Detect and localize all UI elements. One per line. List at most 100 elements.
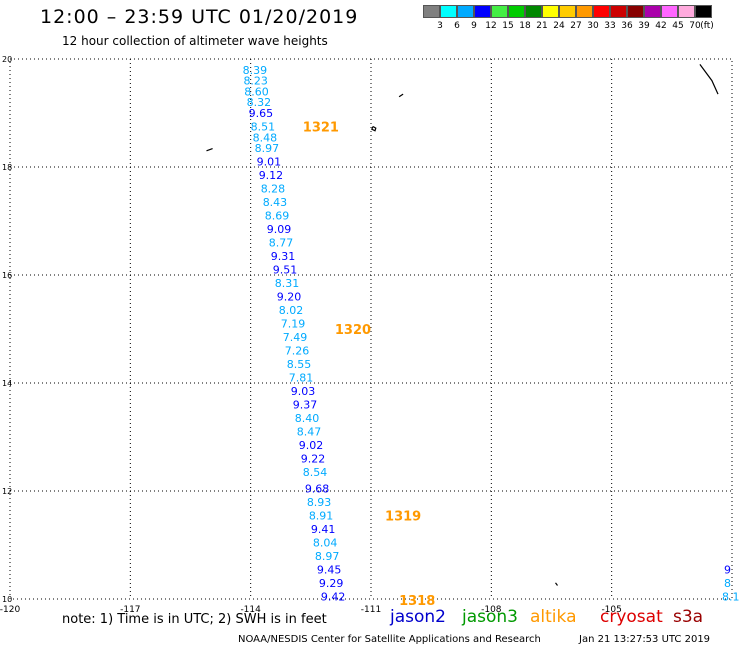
swh-value-label: 9.51 <box>273 264 298 277</box>
color-scale-label: 6 <box>454 21 460 31</box>
color-scale-label: 33 <box>604 21 616 31</box>
swh-value-label: 8.97 <box>315 550 340 563</box>
color-scale-bar <box>423 5 712 18</box>
color-swatch <box>474 5 491 18</box>
swh-value-label: 9.20 <box>277 291 302 304</box>
swh-value-label: 8.32 <box>247 96 272 109</box>
swh-value-label: 9.41 <box>311 523 336 536</box>
credit-line: NOAA/NESDIS Center for Satellite Applica… <box>238 634 541 645</box>
swh-value-label: 8.31 <box>275 277 300 290</box>
color-scale-label: 3 <box>437 21 443 31</box>
color-swatch <box>457 5 474 18</box>
swh-value-label: 9.03 <box>291 385 316 398</box>
pass-time-label: 1318 <box>399 594 435 609</box>
generation-timestamp: Jan 21 13:27:53 UTC 2019 <box>579 634 711 645</box>
longitude-tick-label: -108 <box>481 605 502 615</box>
color-scale-label: 9 <box>471 21 477 31</box>
mission-legend-altika: altika <box>530 607 577 627</box>
color-swatch <box>525 5 542 18</box>
longitude-tick-label: -114 <box>240 605 261 615</box>
pass-time-label: 1319 <box>385 509 421 524</box>
swh-value-label: 9.65 <box>249 107 274 120</box>
swh-value-label: 7.81 <box>289 372 314 385</box>
swh-value-label: 7.49 <box>283 331 308 344</box>
coastline <box>398 93 404 98</box>
color-swatch <box>559 5 576 18</box>
swh-value-label: 8.40 <box>295 412 320 425</box>
color-swatch <box>576 5 593 18</box>
color-scale-label: 42 <box>655 21 667 31</box>
swh-value-label: 9.29 <box>319 577 344 590</box>
pass-time-label: 1321 <box>303 121 339 136</box>
longitude-tick-label: -105 <box>601 605 621 615</box>
swh-value-label: 8.1 <box>722 590 740 603</box>
color-swatch <box>678 5 695 18</box>
color-scale-label: (ft) <box>700 21 714 31</box>
units-note: note: 1) Time is in UTC; 2) SWH is in fe… <box>62 612 327 627</box>
swh-value-label: 8.47 <box>297 426 322 439</box>
coastline <box>555 582 558 586</box>
coastline <box>206 148 213 152</box>
color-swatch <box>508 5 525 18</box>
swh-value-label: 9.45 <box>317 563 342 576</box>
swh-value-label: 8.77 <box>269 237 294 250</box>
color-swatch <box>593 5 610 18</box>
map-title: 12:00 – 23:59 UTC 01/20/2019 <box>40 6 359 28</box>
color-swatch <box>661 5 678 18</box>
swh-value-label: 8.91 <box>309 509 334 522</box>
latitude-tick-label: 20 <box>2 55 12 64</box>
map-frame <box>9 58 733 600</box>
swh-value-label: 8.60 <box>244 85 269 98</box>
color-swatch <box>542 5 559 18</box>
swh-value-label: 9.12 <box>259 169 284 182</box>
color-scale-label: 27 <box>570 21 582 31</box>
swh-value-label: 9 <box>724 563 731 576</box>
coastline <box>699 64 719 95</box>
map-subtitle: 12 hour collection of altimeter wave hei… <box>62 34 328 48</box>
color-swatch <box>491 5 508 18</box>
swh-value-label: 8.48 <box>253 131 278 144</box>
color-scale-label: 18 <box>519 21 531 31</box>
swh-value-label: 8.51 <box>251 121 276 134</box>
color-swatch <box>644 5 661 18</box>
color-swatch <box>627 5 644 18</box>
color-scale-label: 39 <box>638 21 650 31</box>
latitude-tick-label: 16 <box>2 271 12 280</box>
coastline <box>371 125 377 132</box>
swh-value-label: 8.69 <box>265 210 290 223</box>
color-scale-label: 45 <box>672 21 684 31</box>
color-swatch <box>695 5 712 18</box>
latitude-tick-label: 14 <box>2 379 12 388</box>
latitude-tick-label: 18 <box>2 163 12 172</box>
swh-value-label: 8.02 <box>279 304 304 317</box>
mission-legend-jason2: jason2 <box>390 607 446 627</box>
color-swatch <box>423 5 440 18</box>
mission-legend-jason3: jason3 <box>462 607 518 627</box>
longitude-tick-label: -117 <box>120 605 140 615</box>
swh-value-label: 8.04 <box>313 536 338 549</box>
swh-value-label: 8.43 <box>263 196 288 209</box>
color-scale-label: 70 <box>689 21 701 31</box>
pass-time-label: 1320 <box>335 323 371 338</box>
swh-value-label: 8.28 <box>261 183 286 196</box>
color-swatch <box>440 5 457 18</box>
swh-value-label: 7.26 <box>285 345 310 358</box>
swh-value-label: 9.37 <box>293 399 318 412</box>
longitude-tick-label: -111 <box>361 605 381 615</box>
color-scale-label: 12 <box>485 21 497 31</box>
swh-value-label: 9.09 <box>267 223 292 236</box>
swh-value-label: 9.02 <box>299 439 324 452</box>
color-scale-label: 15 <box>502 21 514 31</box>
swh-value-label: 8.97 <box>255 142 280 155</box>
latitude-tick-label: 12 <box>2 487 12 496</box>
color-scale-labels: 3 6 9 12 15 18 21 24 27 30 33 36 39 42 45 70 (ft) <box>423 21 740 35</box>
swh-value-label: 8.55 <box>287 358 312 371</box>
color-scale-label: 24 <box>553 21 565 31</box>
swh-value-label: 8.93 <box>307 496 332 509</box>
swh-value-label: 8.23 <box>243 75 267 88</box>
swh-value-label: 7.19 <box>281 318 306 331</box>
swh-value-label: 8.39 <box>243 64 268 77</box>
mission-legend-cryosat: cryosat <box>600 607 663 627</box>
swh-value-label: 8 <box>724 577 731 590</box>
